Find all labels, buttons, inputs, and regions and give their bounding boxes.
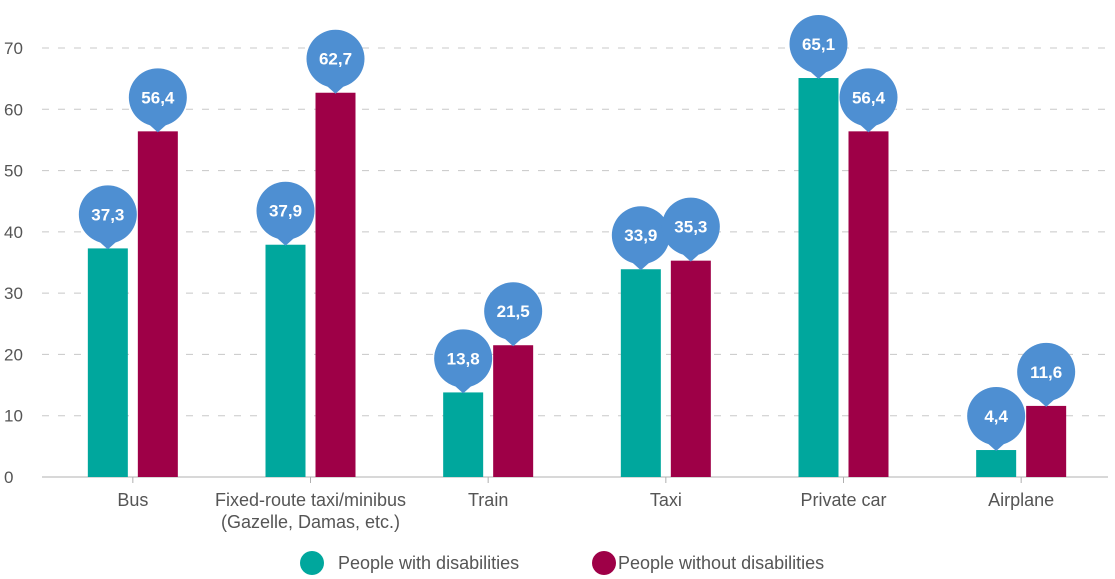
y-tick-label: 30 bbox=[4, 284, 23, 303]
bar bbox=[976, 450, 1017, 477]
data-label-bubble bbox=[611, 206, 670, 265]
bar bbox=[493, 345, 534, 477]
category-label: Taxi bbox=[650, 490, 682, 510]
data-label-bubble bbox=[839, 68, 898, 127]
data-label: 21,5 bbox=[497, 302, 530, 321]
category-label: Airplane bbox=[988, 490, 1054, 510]
legend-label-without-disabilities: People without disabilities bbox=[618, 552, 825, 573]
bar bbox=[87, 248, 128, 477]
data-label: 56,4 bbox=[141, 88, 175, 107]
category-label: Train bbox=[468, 490, 508, 510]
y-tick-label: 0 bbox=[4, 468, 13, 487]
data-label: 65,1 bbox=[802, 35, 835, 54]
data-label: 33,9 bbox=[624, 226, 657, 245]
legend-swatch-with-disabilities bbox=[300, 551, 324, 575]
data-label: 11,6 bbox=[1030, 363, 1062, 382]
y-tick-label: 40 bbox=[4, 223, 23, 242]
data-label-bubble bbox=[1017, 342, 1076, 401]
bar bbox=[620, 269, 661, 477]
bar bbox=[798, 78, 839, 477]
data-label-bubble bbox=[128, 68, 187, 127]
bar-chart: 0 10 20 30 40 50 60 70 Bus 37,3 56,4 Fixed-route ta… bbox=[4, 15, 1108, 532]
data-label: 62,7 bbox=[319, 50, 352, 69]
y-tick-label: 10 bbox=[4, 407, 23, 426]
legend-label-with-disabilities: People with disabilities bbox=[338, 552, 520, 573]
bar bbox=[315, 92, 356, 477]
data-label-bubble bbox=[256, 181, 315, 240]
data-label: 35,3 bbox=[674, 218, 707, 237]
legend-item-without-disabilities: People without disabilities bbox=[592, 551, 824, 575]
data-label-bubble bbox=[789, 15, 848, 74]
legend-swatch-without-disabilities bbox=[592, 551, 616, 575]
data-label: 37,9 bbox=[269, 202, 302, 221]
data-label: 37,3 bbox=[91, 205, 124, 224]
legend: People with disabilities People without … bbox=[0, 551, 1115, 579]
y-tick-label: 60 bbox=[4, 100, 23, 119]
data-label-bubble bbox=[434, 329, 493, 388]
bar bbox=[848, 131, 889, 477]
y-tick-label: 20 bbox=[4, 345, 23, 364]
data-label: 4,4 bbox=[984, 407, 1008, 426]
data-label: 13,8 bbox=[447, 349, 480, 368]
category-label: (Gazelle, Damas, etc.) bbox=[221, 512, 400, 532]
legend-item-with-disabilities: People with disabilities bbox=[300, 551, 519, 575]
data-label-bubble bbox=[306, 29, 365, 88]
bar bbox=[137, 131, 178, 477]
category-label: Fixed-route taxi/minibus bbox=[215, 490, 406, 510]
bar bbox=[1026, 405, 1067, 477]
bar bbox=[443, 392, 484, 477]
y-tick-label: 50 bbox=[4, 162, 23, 181]
bar bbox=[265, 244, 306, 477]
data-label-bubble bbox=[484, 282, 543, 341]
bar bbox=[670, 260, 711, 477]
data-label: 56,4 bbox=[852, 88, 886, 107]
data-label-bubble bbox=[78, 185, 137, 244]
y-tick-label: 70 bbox=[4, 39, 23, 58]
data-label-bubble bbox=[967, 387, 1026, 446]
data-label-bubble bbox=[661, 197, 720, 256]
category-label: Bus bbox=[117, 490, 148, 510]
category-label: Private car bbox=[800, 490, 886, 510]
